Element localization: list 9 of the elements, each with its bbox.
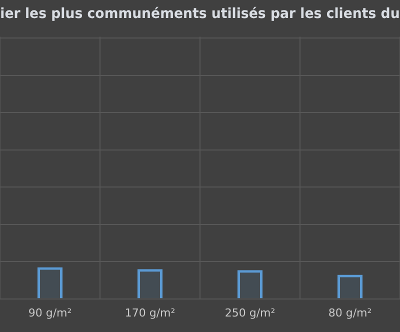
bar (238, 270, 262, 298)
bar (138, 269, 162, 298)
x-tick-label: 90 g/m² (28, 306, 72, 320)
bar (38, 267, 62, 298)
x-tick-label: 250 g/m² (224, 306, 276, 320)
bar (338, 274, 362, 298)
chart-title: ier les plus communéments utilisés par les clients du (0, 6, 400, 22)
x-tick-label: 80 g/m² (328, 306, 372, 320)
x-tick-label: 170 g/m² (124, 306, 176, 320)
